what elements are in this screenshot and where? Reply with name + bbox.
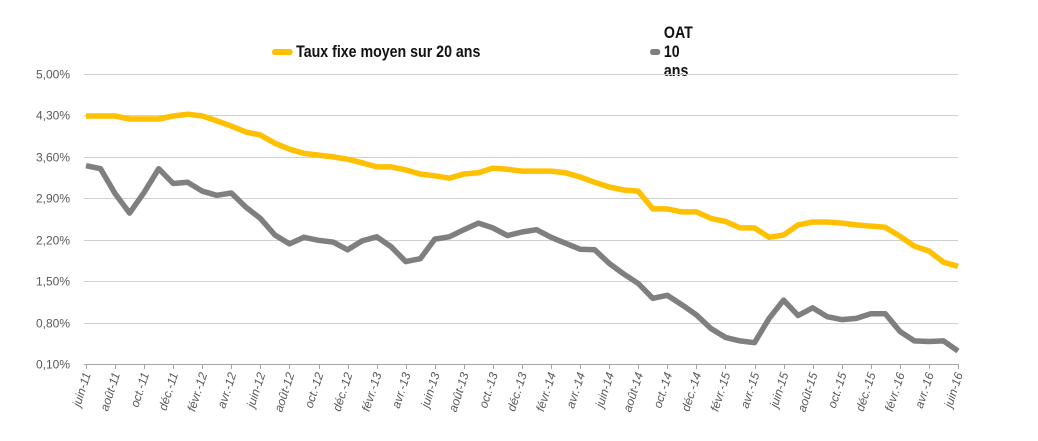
x-tick-label: févr.-13 [359, 370, 385, 413]
x-tick-label: juin-12 [243, 370, 268, 411]
series-lines [85, 111, 960, 354]
x-tick-label: juin-16 [941, 370, 966, 411]
x-tick-label: avr.-16 [912, 370, 937, 410]
x-tick-label: oct.-13 [476, 370, 501, 410]
x-tick-label: févr.-15 [708, 370, 734, 413]
y-axis: 5,00% 4,30% 3,60% 2,90% 2,20% 1,50% 0,80% 0,10% [36, 68, 70, 372]
y-tick-label: 5,00% [36, 68, 70, 82]
x-tick-label: août-15 [795, 370, 821, 413]
legend-item-oat: OAT 10 ans [650, 24, 703, 81]
x-tick-label: déc.-15 [853, 370, 879, 413]
x-tick-label: août-14 [620, 370, 646, 413]
x-tick-label: avr.-14 [563, 370, 588, 410]
x-tick-label: juin-15 [766, 370, 791, 411]
x-tick-label: juin-11 [69, 371, 94, 411]
y-tick-label: 4,30% [36, 109, 70, 123]
y-tick-label: 2,90% [36, 192, 70, 206]
x-tick-label: août-13 [446, 370, 472, 413]
x-tick-label: avr.-15 [738, 370, 763, 410]
series-line-taux-fixe [86, 111, 959, 269]
x-tick-label: avr.-13 [389, 370, 414, 410]
x-tick-label: juin-14 [592, 370, 617, 411]
x-tick-label: févr.-16 [882, 370, 908, 413]
gridlines [84, 74, 958, 365]
y-tick-label: 1,50% [36, 275, 70, 289]
x-tick-label: oct.-14 [651, 370, 676, 410]
x-tick-label: déc.-12 [330, 370, 356, 413]
legend-label: Taux fixe moyen sur 20 ans [296, 42, 481, 61]
x-tick-label: déc.-11 [156, 371, 181, 413]
legend-swatch-gray [650, 49, 661, 55]
x-tick-label: août-12 [271, 370, 297, 413]
y-tick-label: 0,10% [36, 358, 70, 372]
chart-legend: Taux fixe moyen sur 20 ans OAT 10 ans [272, 24, 693, 80]
x-tick-label: juin-13 [418, 370, 443, 411]
x-tick-label: avr.-12 [214, 370, 239, 410]
x-tick-label: oct.-12 [302, 370, 327, 410]
x-tick-label: oct.-15 [825, 370, 850, 410]
x-axis: juin-11 août-11 oct.-11 déc.-11 févr.-12 avr.… [69, 364, 966, 414]
x-tick-label: déc.-14 [679, 370, 705, 413]
x-tick-label: oct.-11 [128, 371, 152, 409]
y-tick-label: 3,60% [36, 151, 70, 165]
series-line-oat [85, 163, 960, 354]
legend-item-taux-fixe: Taux fixe moyen sur 20 ans [272, 43, 480, 62]
x-tick-label: août-11 [97, 371, 123, 413]
x-tick-label: févr.-12 [184, 370, 210, 413]
x-tick-label: févr.-14 [533, 370, 559, 413]
y-tick-label: 2,20% [36, 234, 70, 248]
legend-label: OAT 10 ans [663, 23, 693, 80]
legend-swatch-yellow [272, 49, 293, 55]
x-tick-label: déc.-13 [504, 370, 530, 413]
y-tick-label: 0,80% [36, 317, 70, 331]
